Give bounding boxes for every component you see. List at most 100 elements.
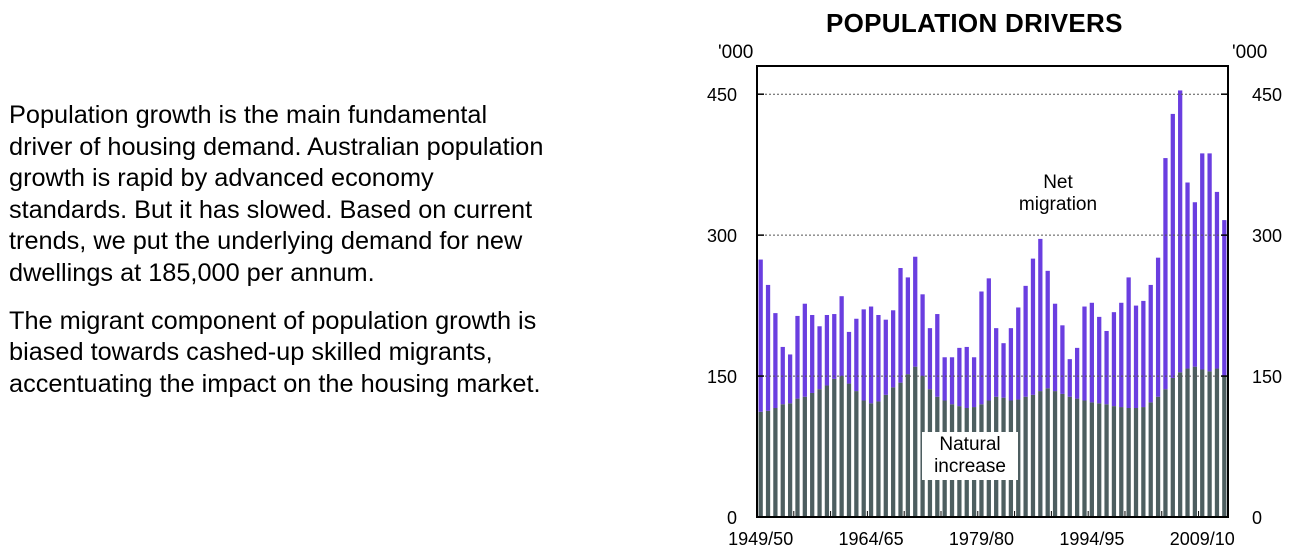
commentary: Population growth is the main fundamenta… bbox=[9, 100, 649, 416]
bar-natural-increase bbox=[1016, 399, 1021, 517]
bar-net-migration bbox=[1052, 303, 1058, 392]
bar-natural-increase bbox=[876, 401, 881, 517]
paragraph-housing-demand-line: trends, we put the underlying demand for… bbox=[9, 227, 523, 256]
bar-natural-increase bbox=[1060, 393, 1065, 517]
bar-net-migration bbox=[817, 326, 822, 390]
bar-net-migration bbox=[1178, 90, 1183, 373]
bar-net-migration bbox=[883, 319, 888, 395]
y-tick-label-right: 0 bbox=[1252, 508, 1262, 528]
net-migration-annotation: Net migration bbox=[1018, 172, 1098, 216]
bar-net-migration bbox=[920, 294, 925, 377]
right-axis-unit: '000 bbox=[1232, 42, 1268, 63]
bar-net-migration bbox=[1038, 238, 1043, 392]
bar-natural-increase bbox=[765, 410, 771, 517]
bar-net-migration bbox=[964, 346, 969, 409]
bar-net-migration bbox=[832, 314, 837, 379]
bar-net-migration bbox=[1082, 306, 1087, 401]
bar-natural-increase bbox=[787, 403, 793, 517]
chart-title: POPULATION DRIVERS bbox=[826, 8, 1123, 38]
bar-net-migration bbox=[957, 347, 962, 407]
bar-natural-increase bbox=[898, 382, 903, 517]
bar-natural-increase bbox=[1185, 368, 1190, 517]
y-tick-label-left: 0 bbox=[727, 508, 737, 528]
bar-net-migration bbox=[1207, 153, 1212, 372]
net-migration-annotation-line1: Net bbox=[1043, 172, 1073, 193]
bar-net-migration bbox=[1192, 202, 1198, 367]
bar-net-migration bbox=[868, 306, 874, 404]
bar-natural-increase bbox=[868, 403, 874, 517]
paragraph-housing-demand-line: Population growth is the main fundamenta… bbox=[9, 101, 488, 129]
bar-net-migration bbox=[1170, 113, 1175, 378]
bar-natural-increase bbox=[824, 385, 830, 517]
bar-natural-increase bbox=[1178, 372, 1183, 517]
y-tick-label-left: 150 bbox=[707, 367, 737, 387]
bar-natural-increase bbox=[810, 392, 815, 517]
bar-natural-increase bbox=[1119, 407, 1124, 517]
bar-net-migration bbox=[927, 328, 933, 390]
bar-natural-increase bbox=[1192, 366, 1198, 517]
bar-net-migration bbox=[935, 314, 940, 397]
bar-net-migration bbox=[765, 284, 771, 411]
natural-increase-annotation-line1: Natural bbox=[939, 434, 1001, 455]
natural-increase-annotation: Natural increase bbox=[922, 432, 1018, 480]
paragraph-housing-demand: Population growth is the main fundamenta… bbox=[9, 100, 649, 290]
bar-net-migration bbox=[949, 357, 955, 405]
bar-natural-increase bbox=[1148, 402, 1153, 517]
bar-natural-increase bbox=[1023, 396, 1028, 517]
paragraph-housing-demand-line: driver of housing demand. Australian pop… bbox=[9, 132, 544, 161]
bar-net-migration bbox=[824, 314, 830, 386]
bar-net-migration bbox=[839, 296, 844, 377]
x-tick-label: 2009/10 bbox=[1170, 529, 1235, 549]
bar-natural-increase bbox=[780, 404, 785, 517]
bar-natural-increase bbox=[861, 400, 866, 517]
bar-natural-increase bbox=[846, 383, 852, 517]
x-tick-label: 1994/95 bbox=[1059, 529, 1124, 549]
bar-natural-increase bbox=[1207, 371, 1212, 517]
bar-net-migration bbox=[802, 303, 807, 397]
bar-net-migration bbox=[1030, 258, 1036, 395]
bar-natural-increase bbox=[1097, 403, 1102, 517]
bar-net-migration bbox=[1023, 285, 1028, 397]
bar-natural-increase bbox=[1200, 369, 1205, 517]
bar-natural-increase bbox=[1082, 400, 1087, 517]
bar-net-migration bbox=[1141, 300, 1146, 408]
bar-natural-increase bbox=[1126, 408, 1131, 517]
bar-net-migration bbox=[1097, 316, 1102, 404]
bar-net-migration bbox=[1163, 158, 1168, 390]
bar-net-migration bbox=[861, 309, 866, 401]
y-tick-label-left: 300 bbox=[707, 226, 737, 246]
bar-net-migration bbox=[898, 268, 903, 383]
bar-net-migration bbox=[773, 313, 778, 409]
bar-net-migration bbox=[1119, 302, 1124, 408]
paragraph-housing-demand-line: standards. But it has slowed. Based on c… bbox=[9, 195, 533, 224]
bar-natural-increase bbox=[773, 408, 778, 517]
paragraph-housing-demand-line: dwellings at 185,000 per annum. bbox=[9, 258, 375, 287]
bar-net-migration bbox=[1126, 277, 1131, 409]
bar-natural-increase bbox=[1163, 389, 1168, 517]
bar-net-migration bbox=[1222, 220, 1227, 377]
bar-natural-increase bbox=[1170, 377, 1175, 517]
paragraph-migrant-component-line: accentuating the impact on the housing m… bbox=[9, 369, 541, 398]
x-tick-label: 1949/50 bbox=[728, 529, 793, 549]
x-tick-label: 1979/80 bbox=[949, 529, 1014, 549]
bar-net-migration bbox=[1008, 328, 1014, 401]
bar-net-migration bbox=[1214, 191, 1220, 369]
bar-natural-increase bbox=[891, 387, 896, 517]
bar-natural-increase bbox=[758, 411, 763, 517]
bar-natural-increase bbox=[1155, 396, 1161, 517]
bar-natural-increase bbox=[1214, 368, 1220, 517]
y-tick-label-right: 300 bbox=[1252, 226, 1282, 246]
paragraph-migrant-component: The migrant component of population grow… bbox=[9, 306, 649, 401]
bar-natural-increase bbox=[802, 396, 807, 517]
bar-net-migration bbox=[1155, 257, 1161, 397]
net-migration-annotation-line2: migration bbox=[1018, 194, 1098, 215]
bar-natural-increase bbox=[1111, 406, 1117, 517]
y-tick-label-left: 450 bbox=[707, 85, 737, 105]
bar-net-migration bbox=[1074, 347, 1080, 399]
paragraph-migrant-component-line: biased towards cashed-up skilled migrant… bbox=[9, 338, 493, 367]
natural-increase-annotation-line2: increase bbox=[934, 456, 1006, 477]
paragraph-housing-demand-line: growth is rapid by advanced economy bbox=[9, 164, 434, 193]
bar-natural-increase bbox=[1141, 407, 1146, 517]
bar-natural-increase bbox=[854, 391, 859, 517]
